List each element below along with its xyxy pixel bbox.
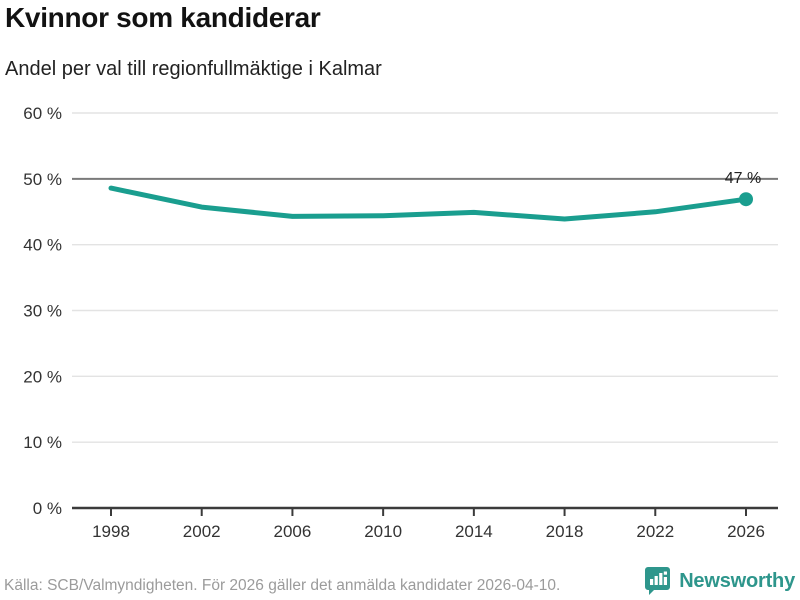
x-tick-label: 2006 [274, 522, 312, 541]
newsworthy-wordmark: Newsworthy [679, 569, 795, 592]
x-tick-label: 2018 [546, 522, 584, 541]
y-tick-label: 40 % [23, 236, 62, 255]
x-tick-label: 2010 [364, 522, 402, 541]
x-tick-label: 1998 [92, 522, 130, 541]
x-tick-label: 2014 [455, 522, 493, 541]
y-tick-label: 0 % [33, 499, 62, 518]
y-axis-labels: 0 % 10 % 20 % 30 % 40 % 50 % 60 % [23, 104, 62, 518]
y-tick-label: 30 % [23, 302, 62, 321]
y-tick-label: 20 % [23, 367, 62, 386]
x-axis-ticks [110, 508, 747, 516]
series-end-label: 47 % [725, 170, 761, 187]
gridlines [72, 112, 778, 510]
series-line [108, 185, 749, 222]
newsworthy-bubble-icon [645, 567, 671, 595]
chart-title: Kvinnor som kandiderar [5, 2, 321, 33]
x-tick-label: 2022 [636, 522, 674, 541]
y-tick-label: 10 % [23, 433, 62, 452]
source-note: Källa: SCB/Valmyndigheten. För 2026 gäll… [4, 577, 561, 594]
x-axis-labels: 1998 2002 2006 2010 2014 2018 2022 2026 [92, 522, 765, 541]
y-tick-label: 60 % [23, 104, 62, 123]
x-tick-label: 2002 [183, 522, 221, 541]
y-tick-label: 50 % [23, 170, 62, 189]
newsworthy-logo-link[interactable]: Newsworthy [644, 565, 795, 597]
chart-subtitle: Andel per val till regionfullmäktige i K… [5, 58, 382, 80]
line-chart: 0 % 10 % 20 % 30 % 40 % 50 % 60 % 1998 2002 2006… [23, 104, 778, 541]
x-tick-label: 2026 [727, 522, 765, 541]
series-end-dot [738, 192, 753, 207]
